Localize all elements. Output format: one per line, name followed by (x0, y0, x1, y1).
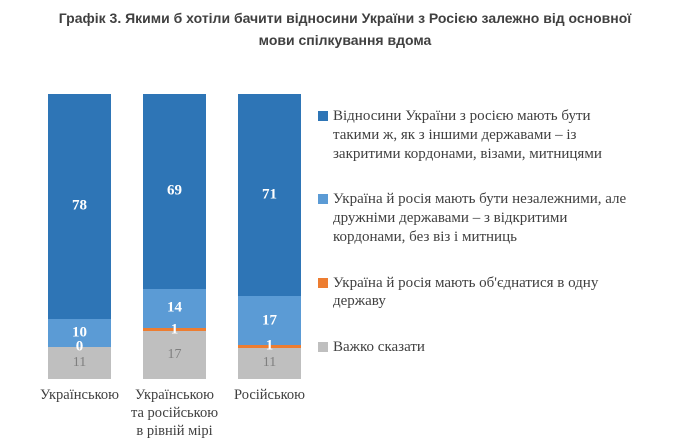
bar-value-label: 17 (262, 312, 277, 329)
bar-value-label: 71 (262, 186, 277, 203)
bar-segment: 1 (238, 338, 301, 353)
bar-value-label: 69 (167, 182, 182, 199)
category-label: Українською (40, 387, 119, 403)
legend-label: Україна й росія мають бути незалежними, … (333, 191, 627, 245)
category-label: Російською (234, 387, 305, 403)
stacked-bar: 71 17 1 11 (238, 94, 301, 379)
bars-area: 78 10 0 11 Українською 69 14 1 17 Українською та р… (40, 94, 305, 439)
legend-item: Відносини України з росією мають бути так… (318, 107, 680, 163)
chart-title: Графік 3. Якими б хотіли бачити відносин… (58, 10, 632, 48)
legend-swatch-icon (318, 277, 328, 288)
bar-segment: 1 (143, 322, 206, 337)
legend: Відносини України з росією мають бути так… (318, 107, 680, 384)
bar-value-label: 1 (265, 337, 274, 354)
bar-segment: 69 (143, 94, 206, 289)
plot-area: 78 10 0 11 Українською 69 14 1 17 Українською та р… (40, 94, 305, 439)
category-label: Українською та російською в рівній мірі (130, 387, 219, 440)
bar-value-label: 14 (167, 299, 182, 316)
bar-segment: 11 (238, 347, 301, 379)
bar-segment: 78 (48, 94, 111, 319)
bar-segment: 11 (48, 347, 111, 379)
bar-segment: 17 (143, 331, 206, 379)
legend-swatch-icon (318, 111, 328, 121)
legend-label: Відносини України з росією мають бути так… (333, 108, 602, 162)
bar-value-label: 1 (170, 321, 179, 338)
bar-value-label: 11 (72, 355, 87, 371)
bar-column: 69 14 1 17 Українською та російською в рівній … (131, 94, 218, 439)
bar-segment: 17 (238, 296, 301, 345)
bar-value-label: 0 (75, 338, 84, 355)
bar-value-label: 78 (72, 197, 87, 214)
bar-value-label: 10 (72, 324, 87, 341)
bar-column: 71 17 1 11 Російською (234, 94, 305, 403)
bar-column: 78 10 0 11 Українською (40, 94, 119, 403)
legend-item: Важко сказати (318, 338, 680, 357)
legend-swatch-icon (318, 194, 328, 205)
bar-value-label: 11 (262, 355, 277, 371)
bar-segment: 71 (238, 94, 301, 297)
legend-item: Україна й росія мають об'єднатися в одну… (318, 274, 680, 312)
bar-segment: 10 (48, 318, 111, 348)
bar-segment: 14 (143, 288, 206, 329)
stacked-bar: 78 10 0 11 (48, 94, 111, 379)
stacked-bar: 69 14 1 17 (143, 94, 206, 379)
legend-swatch-icon (318, 342, 328, 352)
bar-value-label: 17 (167, 346, 182, 362)
legend-label: Важко сказати (333, 339, 425, 355)
legend-label: Україна й росія мають об'єднатися в одну… (333, 274, 599, 310)
legend-item: Україна й росія мають бути незалежними, … (318, 190, 680, 246)
